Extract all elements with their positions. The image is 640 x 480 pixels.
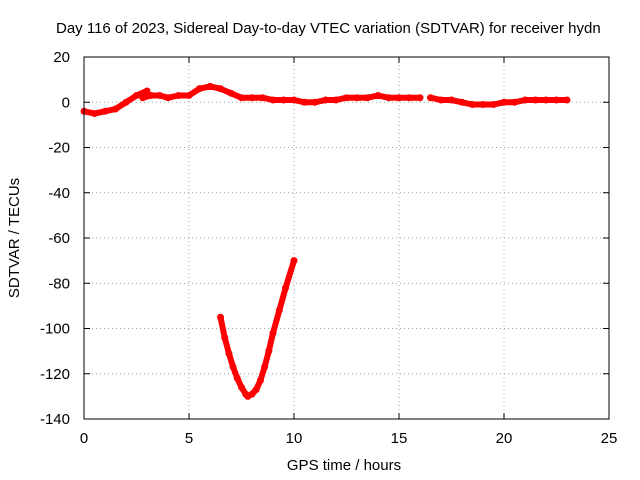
- data-point: [217, 85, 224, 93]
- data-point: [147, 91, 155, 99]
- data-point: [280, 96, 287, 104]
- data-point: [269, 329, 277, 337]
- data-point: [122, 98, 130, 106]
- data-point: [437, 96, 445, 104]
- data-point: [290, 257, 298, 265]
- tick-layer: 0 5 10 15 20 25 20 0 -20 -40 -60 -80 -100 -120 -140: [40, 49, 617, 447]
- data-point: [458, 98, 466, 106]
- data-point: [206, 82, 214, 90]
- y-tick-label: -100: [40, 321, 70, 338]
- data-point: [233, 374, 241, 382]
- data-point: [427, 94, 434, 102]
- x-axis-label: GPS time / hours: [287, 457, 401, 474]
- data-point: [301, 98, 308, 106]
- data-point: [332, 96, 340, 104]
- data-point: [500, 98, 508, 106]
- data-point: [185, 91, 193, 99]
- x-tick-label: 15: [391, 430, 408, 447]
- data-point: [448, 96, 455, 104]
- data-point: [143, 87, 151, 95]
- data-point: [225, 349, 233, 357]
- data-point: [221, 334, 229, 342]
- series-layer: [80, 82, 571, 400]
- data-point: [238, 383, 245, 391]
- data-point: [238, 94, 245, 102]
- data-point: [252, 386, 260, 394]
- data-point: [217, 313, 224, 321]
- data-point: [385, 94, 392, 102]
- data-point: [156, 91, 164, 99]
- series-line-2: [139, 83, 423, 106]
- data-point: [521, 96, 529, 104]
- y-tick-label: -80: [48, 275, 70, 292]
- data-point: [164, 94, 172, 102]
- data-point: [542, 96, 550, 104]
- data-point: [311, 98, 319, 106]
- data-point: [259, 94, 266, 102]
- data-point: [196, 85, 203, 93]
- chart-title: Day 116 of 2023, Sidereal Day-to-day VTE…: [56, 20, 601, 37]
- data-point: [406, 94, 413, 102]
- data-point: [261, 363, 269, 371]
- data-point: [275, 306, 283, 314]
- data-point: [322, 96, 329, 104]
- data-point: [112, 105, 119, 113]
- data-point: [133, 91, 140, 99]
- data-point: [265, 347, 273, 355]
- data-point: [227, 89, 235, 97]
- data-point: [256, 377, 264, 385]
- data-point: [91, 110, 98, 118]
- data-point: [374, 91, 382, 99]
- y-axis-label: SDTVAR / TECUs: [6, 178, 23, 298]
- data-point: [175, 91, 182, 99]
- data-point: [282, 284, 290, 292]
- data-point: [139, 94, 147, 102]
- x-tick-label: 10: [286, 430, 303, 447]
- series-line-4: [217, 257, 297, 400]
- y-tick-label: 0: [62, 94, 70, 111]
- data-point: [229, 363, 237, 371]
- y-tick-label: -140: [40, 411, 70, 428]
- grid-layer: [84, 57, 609, 419]
- data-point: [343, 94, 350, 102]
- data-point: [553, 96, 560, 104]
- plot-frame: [83, 56, 610, 420]
- y-tick-label: -120: [40, 366, 70, 383]
- data-point: [416, 94, 424, 102]
- data-point: [511, 98, 518, 106]
- y-tick-label: -60: [48, 230, 70, 247]
- data-point: [353, 94, 361, 102]
- data-point: [248, 94, 256, 102]
- data-point: [563, 96, 571, 104]
- data-point: [290, 96, 298, 104]
- x-tick-label: 5: [185, 430, 193, 447]
- data-point: [479, 101, 487, 109]
- data-point: [269, 96, 277, 104]
- x-tick-label: 20: [496, 430, 513, 447]
- data-point: [101, 107, 109, 115]
- y-tick-label: 20: [53, 49, 70, 66]
- data-point: [248, 390, 256, 398]
- data-point: [395, 94, 403, 102]
- y-tick-label: -40: [48, 185, 70, 202]
- x-tick-label: 0: [80, 430, 88, 447]
- data-point: [532, 96, 539, 104]
- data-point: [490, 101, 497, 109]
- data-point: [469, 101, 476, 109]
- data-point: [364, 94, 371, 102]
- y-tick-label: -20: [48, 140, 70, 157]
- x-tick-label: 25: [601, 430, 618, 447]
